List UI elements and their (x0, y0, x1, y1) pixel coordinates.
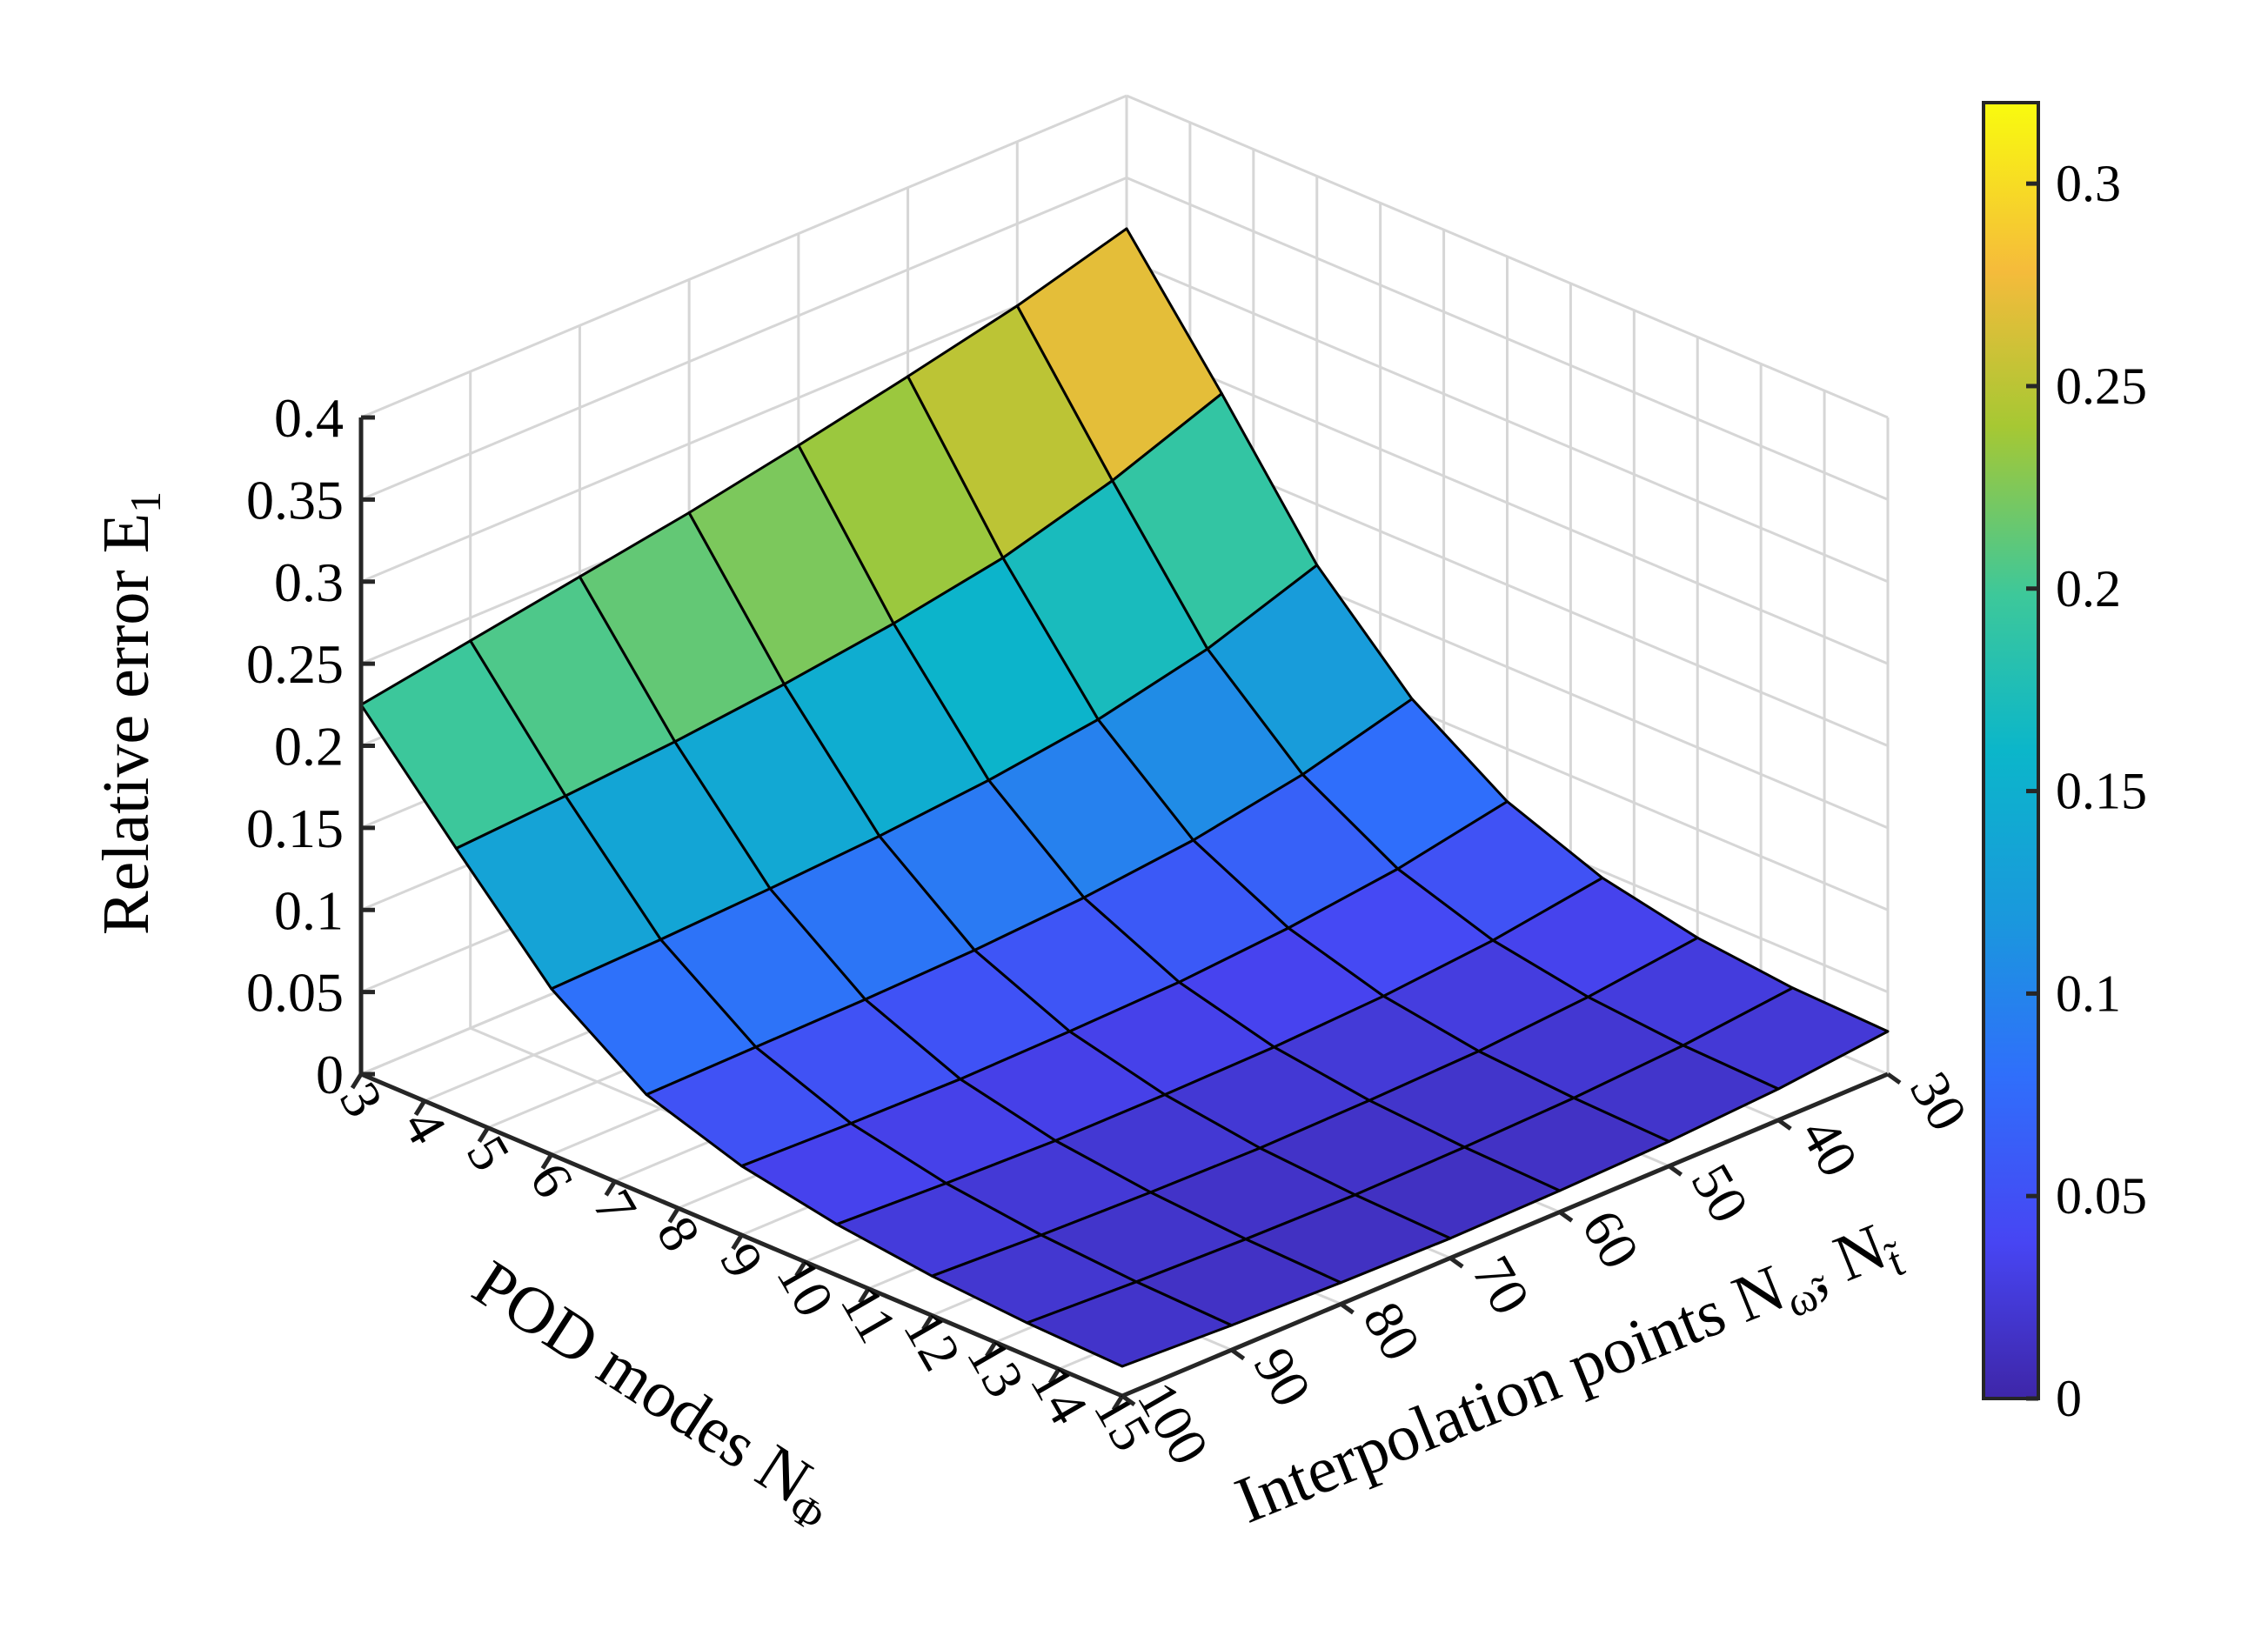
colorbar-gradient (1982, 101, 2040, 1400)
z-tick-label: 0.25 (246, 633, 344, 695)
colorbar-tick-label: 0.15 (2056, 763, 2147, 820)
z-tick-label: 0.1 (274, 879, 344, 941)
z-axis-label-text: Relative error E (90, 513, 163, 935)
y-tick-label: 70 (1461, 1245, 1542, 1325)
x-tick-mark (1047, 1367, 1061, 1385)
colorbar-tick-label: 0.2 (2056, 560, 2121, 618)
z-tick-label: 0 (316, 1044, 344, 1105)
x-tick-mark (858, 1287, 871, 1304)
x-tick-label: 4 (391, 1098, 458, 1153)
surface-face (1682, 986, 1890, 1091)
x-tick-label: 6 (518, 1152, 585, 1207)
x-tick-mark (350, 1072, 364, 1090)
x-tick-mark (477, 1126, 490, 1143)
y-tick-label: 40 (1789, 1108, 1870, 1187)
y-tick-mark (1121, 1393, 1136, 1407)
y-tick-mark (1339, 1302, 1355, 1315)
y-tick-mark (1776, 1118, 1792, 1131)
x-tick-mark (1111, 1394, 1125, 1412)
y-tick-label: 50 (1679, 1154, 1760, 1233)
gridline-z (360, 258, 1127, 584)
x-tick-mark (667, 1206, 680, 1224)
gridline-z (360, 176, 1127, 501)
colorbar: 0 0.05 0.1 0.15 0.2 0.25 0.3 (1982, 101, 2147, 1427)
x-axis-label-text: POD modes N (460, 1246, 824, 1518)
gridline-z (1126, 258, 1889, 584)
z-axis-label-subscript: 1 (121, 491, 170, 513)
z-axis-label: Relative error E1 (90, 491, 170, 935)
x-tick-mark (985, 1341, 998, 1358)
y-tick-label: 90 (1242, 1338, 1323, 1417)
x-tick-label: 5 (455, 1125, 522, 1180)
z-tick-label: 0.3 (274, 551, 344, 613)
y-tick-label: 30 (1898, 1062, 1979, 1141)
x-tick-mark (540, 1153, 553, 1170)
x-tick-mark (794, 1260, 807, 1278)
gridline-z (1126, 176, 1889, 501)
y-tick-mark (1558, 1210, 1574, 1223)
colorbar-tick-label: 0.3 (2056, 155, 2121, 212)
z-tick-label: 0.35 (246, 469, 344, 531)
colorbar-tick-label: 0.25 (2056, 357, 2147, 415)
y-tick-label: 80 (1351, 1292, 1432, 1371)
x-tick-label: 8 (645, 1206, 712, 1261)
z-tick-label: 0.2 (274, 716, 344, 778)
y-tick-mark (1230, 1348, 1246, 1361)
gridline-z (1126, 94, 1889, 419)
x-tick-mark (731, 1233, 744, 1251)
z-tick-label: 0.15 (246, 798, 344, 859)
gridline-z (1126, 340, 1889, 665)
colorbar-tick-label: 0 (2056, 1370, 2082, 1427)
x-tick-mark (604, 1180, 617, 1197)
x-tick-mark (413, 1099, 427, 1117)
gridline-z (360, 94, 1127, 419)
y-axis-line (1121, 1072, 1889, 1399)
colorbar-tick-label: 0.1 (2056, 965, 2121, 1022)
x-tick-mark (921, 1314, 934, 1331)
y-tick-mark (1448, 1256, 1464, 1269)
y-tick-mark (1668, 1164, 1683, 1177)
y-tick-mark (1886, 1072, 1902, 1085)
z-tick-label: 0.05 (246, 962, 344, 1024)
error-surface (359, 227, 1890, 1368)
colorbar-ticks: 0 0.05 0.1 0.15 0.2 0.25 0.3 (2026, 155, 2147, 1427)
x-tick-label: 7 (582, 1179, 649, 1234)
z-tick-label: 0.4 (274, 387, 344, 449)
y-tick-label: 60 (1570, 1199, 1651, 1278)
colorbar-tick-label: 0.05 (2056, 1167, 2147, 1225)
